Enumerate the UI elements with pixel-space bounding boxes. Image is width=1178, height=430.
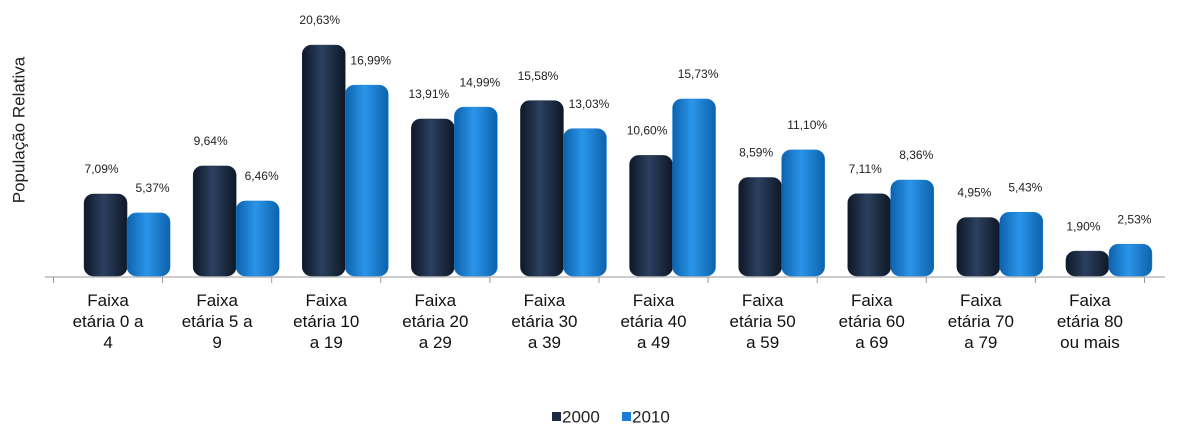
data-label: 8,36%	[899, 148, 933, 162]
x-tick-label: Faixa etária 60 a 69	[838, 291, 905, 352]
data-label: 7,09%	[85, 162, 119, 176]
bar	[563, 128, 607, 277]
legend-label: 2010	[632, 407, 670, 426]
data-label: 15,58%	[518, 69, 559, 83]
data-label: 6,46%	[245, 169, 279, 183]
bar	[956, 217, 1001, 277]
data-label: 9,64%	[194, 134, 228, 148]
x-tick-label: Faixa etária 40 a 49	[620, 291, 687, 352]
data-label: 1,90%	[1066, 219, 1100, 233]
legend-label: 2000	[562, 407, 600, 426]
bar	[1065, 250, 1110, 277]
x-tick-label: Faixa etária 30 a 39	[511, 291, 578, 352]
x-tick-label: Faixa etária 80 ou mais	[1056, 291, 1124, 352]
bar	[302, 44, 346, 277]
x-tick-label: Faixa etária 0 a 4	[72, 291, 144, 352]
bar	[345, 84, 389, 277]
bar	[999, 212, 1044, 277]
data-label: 10,60%	[627, 124, 668, 138]
x-tick-label: Faixa etária 20 a 29	[402, 291, 469, 352]
data-label: 5,37%	[136, 181, 170, 195]
data-label: 4,95%	[957, 186, 991, 200]
bar	[629, 155, 673, 277]
data-label: 14,99%	[459, 75, 500, 89]
data-label: 13,03%	[569, 97, 610, 111]
data-label: 5,43%	[1008, 180, 1042, 194]
data-label: 11,10%	[787, 118, 827, 132]
legend-swatch	[552, 412, 561, 421]
bar	[520, 100, 564, 277]
bar	[781, 149, 825, 277]
x-tick-label: Faixa etária 5 a 9	[181, 291, 253, 352]
data-label: 2,53%	[1117, 212, 1151, 226]
bar	[890, 179, 934, 277]
data-label: 16,99%	[350, 53, 391, 67]
bar	[411, 118, 455, 277]
bar	[1108, 243, 1153, 277]
bar	[454, 106, 498, 277]
bar	[672, 98, 716, 277]
x-tick-label: Faixa etária 70 a 79	[947, 291, 1014, 352]
x-tick-label: Faixa etária 50 a 59	[729, 291, 796, 352]
data-label: 15,73%	[678, 67, 719, 81]
bar	[738, 177, 782, 277]
legend-swatch	[622, 412, 631, 421]
bar	[83, 193, 128, 277]
bar	[126, 212, 171, 277]
data-label: 8,59%	[739, 146, 773, 160]
data-label: 7,11%	[849, 162, 882, 176]
data-label: 20,63%	[299, 13, 340, 27]
x-tick-label: Faixa etária 10 a 19	[293, 291, 360, 352]
bar	[847, 193, 891, 277]
bar	[192, 165, 237, 277]
y-axis-label: População Relativa	[9, 56, 28, 203]
data-label: 13,91%	[408, 87, 449, 101]
bar	[235, 200, 280, 277]
